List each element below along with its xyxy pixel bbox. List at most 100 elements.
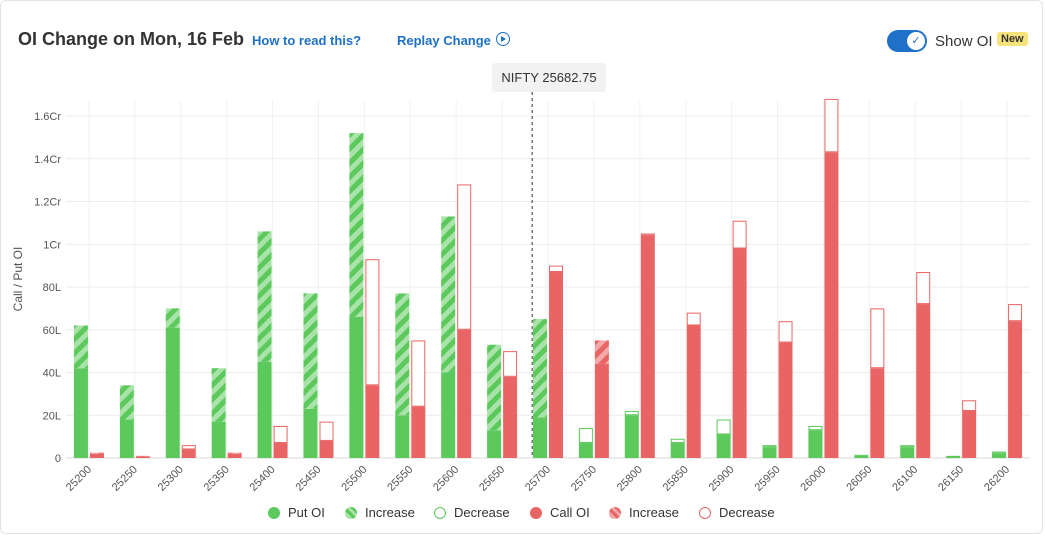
call-decrease-bar (365, 259, 380, 386)
x-tick-label: 26050 (844, 464, 874, 494)
play-circle-icon[interactable] (496, 32, 510, 46)
x-tick-label: 25750 (569, 464, 599, 494)
legend-label: Decrease (454, 505, 510, 520)
x-tick-label: 26000 (798, 464, 828, 494)
put-oi-bar (670, 443, 685, 458)
x-tick-label: 25550 (385, 464, 415, 494)
call-decrease-bar (732, 220, 747, 249)
call-decrease-bar (181, 445, 196, 450)
call-increase-bar (227, 452, 242, 454)
y-tick-label: 60L (43, 325, 61, 337)
replay-change-link[interactable]: Replay Change (397, 33, 491, 48)
put-oi-bar (73, 368, 88, 458)
put-decrease-bar (900, 445, 915, 448)
put-increase-bar (441, 216, 456, 373)
put-oi-bar (716, 434, 731, 458)
call-decrease-bar (1008, 304, 1023, 322)
call-decrease-bar (916, 272, 931, 305)
x-tick-label: 25450 (293, 464, 323, 494)
call-oi-bar (778, 342, 793, 458)
call-decrease-bar (640, 233, 655, 236)
x-tick-label: 25650 (477, 464, 507, 494)
y-tick-label: 1.2Cr (34, 197, 61, 209)
legend-item-put-solid[interactable]: Put OI (268, 505, 325, 520)
check-icon: ✓ (907, 32, 925, 50)
call-decrease-bar (824, 98, 839, 153)
y-tick-label: 20L (43, 410, 61, 422)
call-increase-bar (594, 340, 609, 364)
call-decrease-bar (503, 351, 518, 377)
put-increase-bar (349, 133, 364, 317)
call-decrease-bar (411, 340, 426, 407)
y-tick-label: 80L (43, 282, 61, 294)
x-tick-label: 26100 (890, 464, 920, 494)
y-axis-label: Call / Put OI (11, 247, 25, 312)
call-decrease-bar (273, 425, 288, 444)
legend-item-call-increase[interactable]: Increase (609, 505, 679, 520)
page-title: OI Change on Mon, 16 Feb (18, 29, 245, 49)
x-tick-label: 26150 (936, 464, 966, 494)
call-oi-bar (824, 152, 839, 458)
legend-item-call-solid[interactable]: Call OI (530, 505, 590, 520)
put-increase-bar (165, 308, 180, 328)
call-oi-bar (594, 363, 609, 458)
call-oi-bar (411, 406, 426, 458)
x-tick-label: 25950 (753, 464, 783, 494)
call-increase-bar (89, 452, 104, 454)
legend-swatch-icon (268, 506, 280, 519)
call-decrease-bar (778, 321, 793, 343)
chart-legend: Put OI Increase Decrease Call OI Increase Dec… (0, 505, 1045, 523)
call-oi-bar (686, 325, 701, 458)
put-decrease-bar (762, 445, 777, 448)
how-to-read-link[interactable]: How to read this? (252, 33, 362, 48)
put-decrease-bar (624, 410, 639, 416)
put-increase-bar (257, 231, 272, 362)
put-decrease-bar (716, 419, 731, 435)
put-oi-bar (119, 419, 134, 458)
call-oi-bar (457, 329, 472, 458)
spot-price-label: NIFTY 25682.75 (492, 63, 606, 92)
call-oi-bar (273, 443, 288, 458)
call-oi-bar (503, 376, 518, 458)
legend-label: Increase (629, 505, 679, 520)
x-tick-label: 25500 (339, 464, 369, 494)
call-decrease-bar (962, 400, 977, 411)
legend-item-put-decrease[interactable]: Decrease (434, 505, 510, 520)
put-increase-bar (487, 344, 502, 431)
show-oi-toggle[interactable]: ✓ (887, 30, 927, 52)
put-increase-bar (303, 293, 318, 409)
legend-item-call-decrease[interactable]: Decrease (699, 505, 775, 520)
legend-label: Decrease (719, 505, 775, 520)
put-oi-bar (624, 415, 639, 458)
legend-swatch-icon (434, 506, 446, 519)
put-oi-bar (578, 443, 593, 458)
put-oi-bar (946, 455, 961, 458)
call-decrease-bar (319, 421, 334, 441)
call-decrease-bar (870, 308, 885, 369)
call-decrease-bar (686, 312, 701, 326)
put-oi-bar (992, 453, 1007, 458)
x-tick-label: 25300 (156, 464, 186, 494)
y-tick-label: 1.4Cr (34, 154, 61, 166)
x-tick-label: 25350 (202, 464, 232, 494)
x-tick-label: 25200 (64, 464, 94, 494)
call-oi-bar (181, 449, 196, 458)
put-oi-bar (900, 447, 915, 458)
put-oi-bar (211, 421, 226, 458)
legend-swatch-icon (699, 506, 711, 519)
call-oi-bar (365, 385, 380, 458)
put-oi-bar (808, 430, 823, 458)
put-increase-bar (533, 319, 547, 418)
call-oi-bar (549, 272, 563, 458)
put-oi-bar (257, 361, 272, 458)
put-oi-bar (854, 455, 869, 458)
put-increase-bar (211, 368, 226, 422)
legend-label: Call OI (550, 505, 590, 520)
call-oi-bar (732, 248, 747, 458)
put-oi-bar (762, 447, 777, 458)
x-tick-label: 26200 (982, 464, 1012, 494)
put-oi-bar (533, 417, 547, 458)
legend-item-put-increase[interactable]: Increase (345, 505, 415, 520)
legend-swatch-icon (609, 506, 621, 519)
